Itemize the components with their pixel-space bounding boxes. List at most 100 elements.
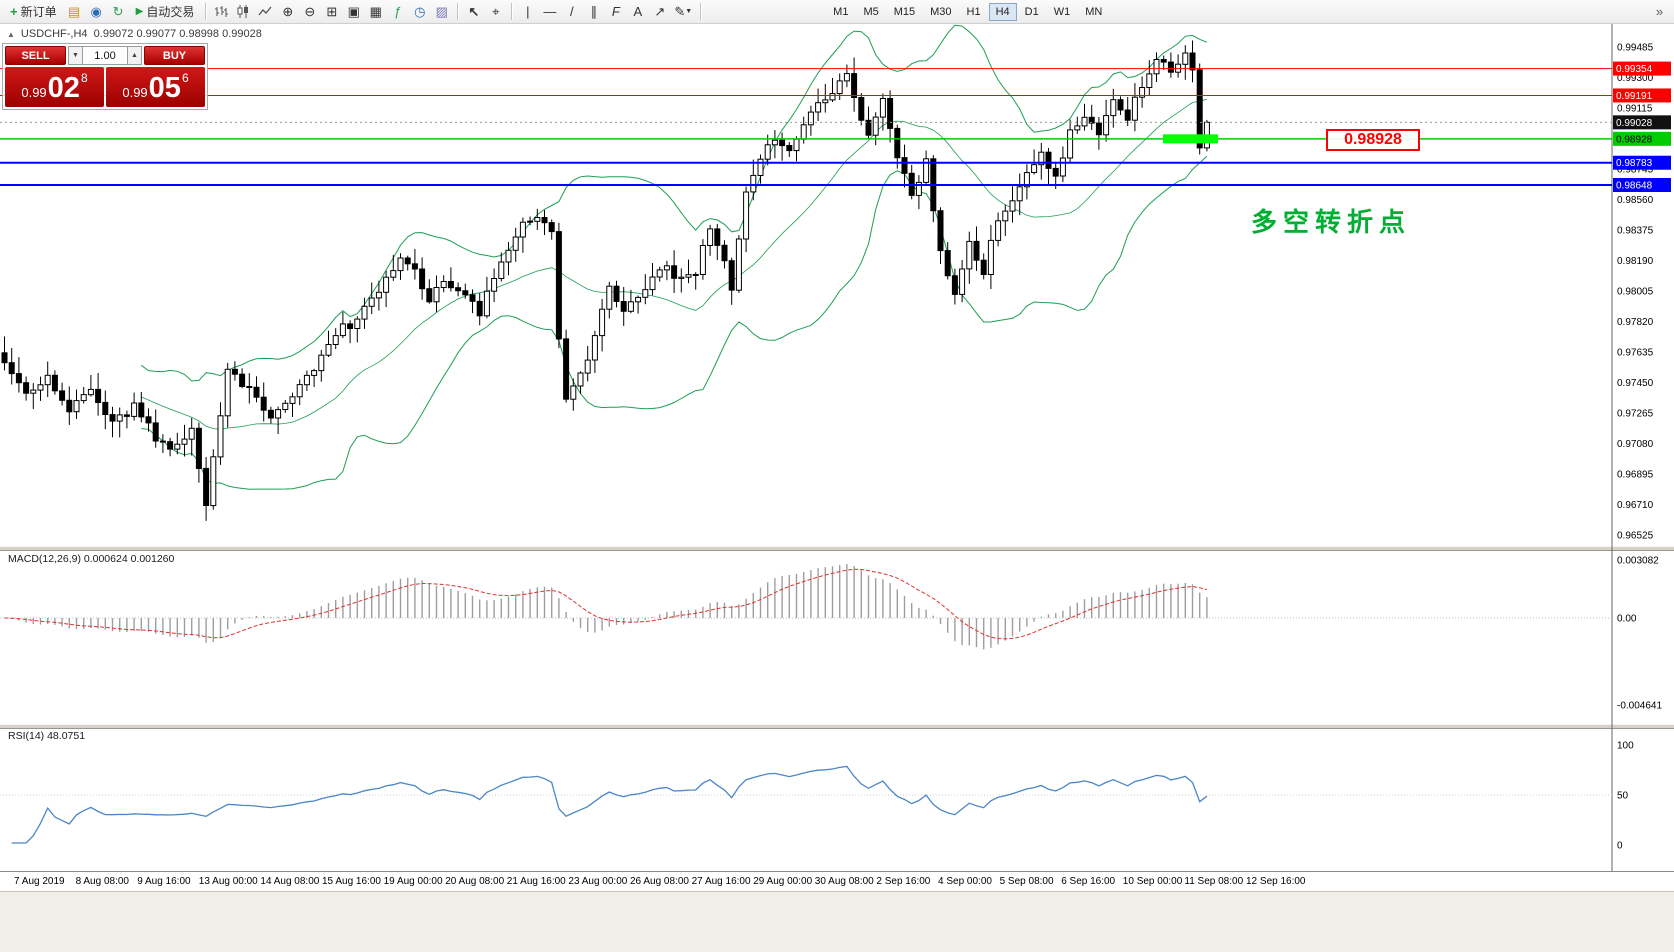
svg-text:11 Sep 08:00: 11 Sep 08:00 <box>1184 876 1243 887</box>
period-button[interactable]: ◷ <box>409 2 430 22</box>
svg-text:-0.004641: -0.004641 <box>1617 701 1662 712</box>
turning-point-annotation[interactable]: 多空转折点 <box>1251 207 1412 237</box>
svg-text:9 Aug 16:00: 9 Aug 16:00 <box>137 876 191 887</box>
cascade-windows-icon: ▣ <box>347 4 360 19</box>
ask-price-display[interactable]: 0.99 05 6 <box>106 67 205 107</box>
chevron-down-icon: ▼ <box>685 8 693 15</box>
buy-button[interactable]: BUY <box>144 46 205 65</box>
volume-up-button[interactable]: ▲ <box>127 46 142 65</box>
tab-timeframe-mn[interactable]: MN <box>1078 3 1109 21</box>
tab-timeframe-m30[interactable]: M30 <box>923 3 958 21</box>
svg-text:0.99115: 0.99115 <box>1617 103 1653 114</box>
crosshair-button[interactable]: ⌖ <box>485 2 506 22</box>
svg-text:30 Aug 08:00: 30 Aug 08:00 <box>815 876 874 887</box>
sell-button[interactable]: SELL <box>5 46 66 65</box>
svg-text:6 Sep 16:00: 6 Sep 16:00 <box>1061 876 1115 887</box>
svg-text:0.98190: 0.98190 <box>1617 256 1654 267</box>
tab-timeframe-d1[interactable]: D1 <box>1018 3 1046 21</box>
toolbar-separator <box>511 3 513 20</box>
svg-text:2 Sep 16:00: 2 Sep 16:00 <box>876 876 930 887</box>
one-click-trading-panel: SELL ▼ 1.00 ▲ BUY 0.99 02 8 0.99 05 6 <box>2 43 208 110</box>
refresh-button[interactable]: ↻ <box>108 2 129 22</box>
vertical-line-button[interactable]: | <box>517 2 538 22</box>
chevron-more-icon: » <box>1655 4 1664 19</box>
ask-price-prefix: 0.99 <box>122 85 148 100</box>
bid-price-big: 02 <box>47 72 80 104</box>
grid-button[interactable]: ⊞ <box>321 2 342 22</box>
horizontal-line-icon: — <box>543 4 557 19</box>
svg-text:15 Aug 16:00: 15 Aug 16:00 <box>322 876 381 887</box>
text-icon: A <box>633 4 643 19</box>
cascade-windows-button[interactable]: ▣ <box>343 2 364 22</box>
tab-timeframe-m15[interactable]: M15 <box>887 3 922 21</box>
cursor-icon: ↖ <box>468 4 480 19</box>
candlestick-chart-icon <box>237 5 249 18</box>
symbol-header: ▲ USDCHF-,H4 0.99072 0.99077 0.98998 0.9… <box>7 28 262 40</box>
crayon-button[interactable]: ✎ ▼ <box>671 2 695 22</box>
cursor-button[interactable]: ↖ <box>463 2 484 22</box>
toolbar-separator <box>700 3 702 20</box>
svg-text:26 Aug 08:00: 26 Aug 08:00 <box>630 876 689 887</box>
vertical-line-icon: | <box>526 4 530 19</box>
indicators-icon: ƒ <box>394 4 402 19</box>
trendline-button[interactable]: / <box>561 2 582 22</box>
toolbar-separator <box>457 3 459 20</box>
arrows-button[interactable]: ↗ <box>649 2 670 22</box>
tile-windows-icon: ▦ <box>369 4 382 19</box>
zoom-in-icon: ⊕ <box>282 4 294 19</box>
volume-value[interactable]: 1.00 <box>83 46 127 65</box>
templates-button[interactable]: ▨ <box>431 2 452 22</box>
tab-timeframe-h1[interactable]: H1 <box>960 3 988 21</box>
zoom-in-button[interactable]: ⊕ <box>277 2 298 22</box>
price-annotation-box[interactable]: 0.98928 <box>1326 129 1420 151</box>
svg-text:12 Sep 16:00: 12 Sep 16:00 <box>1246 876 1306 887</box>
volume-down-button[interactable]: ▼ <box>68 46 83 65</box>
indicators-button[interactable]: ƒ <box>387 2 408 22</box>
tab-timeframe-h4[interactable]: H4 <box>988 2 1017 21</box>
toolbar-separator <box>205 3 207 20</box>
svg-text:20 Aug 08:00: 20 Aug 08:00 <box>445 876 504 887</box>
line-chart-button[interactable] <box>255 2 276 22</box>
bid-price-display[interactable]: 0.99 02 8 <box>5 67 104 107</box>
tile-windows-button[interactable]: ▦ <box>365 2 386 22</box>
candlestick-chart-button[interactable] <box>233 2 254 22</box>
chart-area[interactable]: 0.994850.993000.991150.989300.987450.985… <box>0 24 1674 952</box>
crosshair-icon: ⌖ <box>492 4 500 19</box>
tab-timeframe-w1[interactable]: W1 <box>1047 3 1078 21</box>
bid-price-pip: 8 <box>80 71 88 85</box>
collapse-one-click-icon[interactable]: ▲ <box>7 29 15 39</box>
svg-text:0.97635: 0.97635 <box>1617 347 1654 358</box>
tab-timeframe-m5[interactable]: M5 <box>856 3 885 21</box>
svg-text:0.98560: 0.98560 <box>1617 195 1654 206</box>
svg-text:8 Aug 08:00: 8 Aug 08:00 <box>76 876 130 887</box>
market-watch-icon: ◉ <box>90 4 102 19</box>
new-order-label: 新订单 <box>20 5 57 19</box>
svg-text:0.96710: 0.96710 <box>1617 500 1654 511</box>
svg-text:29 Aug 00:00: 29 Aug 00:00 <box>753 876 812 887</box>
svg-text:23 Aug 00:00: 23 Aug 00:00 <box>568 876 627 887</box>
new-order-icon: + <box>10 4 18 19</box>
channel-icon: ∥ <box>590 4 598 19</box>
zoom-out-button[interactable]: ⊖ <box>299 2 320 22</box>
profiles-button[interactable]: ▤ <box>64 2 85 22</box>
channel-button[interactable]: ∥ <box>583 2 604 22</box>
bar-chart-button[interactable] <box>211 2 232 22</box>
svg-text:0.98745: 0.98745 <box>1617 164 1654 175</box>
text-button[interactable]: A <box>627 2 648 22</box>
svg-text:0.99300: 0.99300 <box>1617 73 1654 84</box>
toolbar-more-button[interactable]: » <box>1649 2 1670 22</box>
svg-text:0.98375: 0.98375 <box>1617 225 1654 236</box>
svg-text:0.97265: 0.97265 <box>1617 408 1654 419</box>
autotrading-label: 自动交易 <box>146 5 195 19</box>
line-chart-icon <box>258 6 272 16</box>
market-watch-button[interactable]: ◉ <box>86 2 107 22</box>
chart-canvas[interactable]: 0.994850.993000.991150.989300.987450.985… <box>0 24 1674 952</box>
fibonacci-button[interactable]: F <box>605 2 626 22</box>
autotrading-button[interactable]: ▶ 自动交易 <box>130 2 201 22</box>
horizontal-line-button[interactable]: — <box>539 2 560 22</box>
svg-text:19 Aug 00:00: 19 Aug 00:00 <box>384 876 443 887</box>
tab-timeframe-m1[interactable]: M1 <box>826 3 855 21</box>
new-order-button[interactable]: + 新订单 <box>4 2 63 22</box>
ask-price-big: 05 <box>148 72 181 104</box>
svg-text:0.97450: 0.97450 <box>1617 378 1654 389</box>
